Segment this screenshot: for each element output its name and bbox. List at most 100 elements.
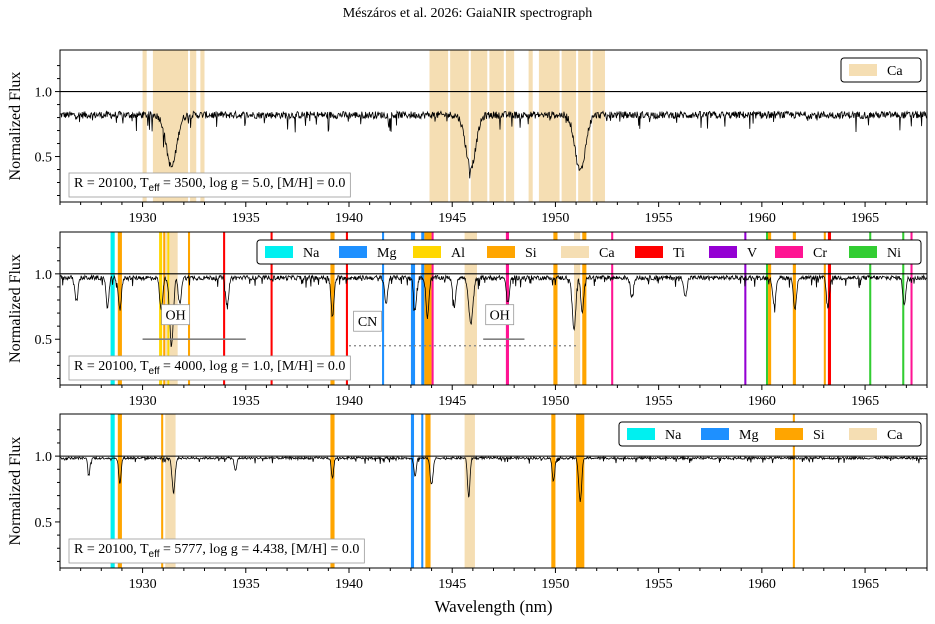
line-band-ca	[489, 50, 504, 202]
legend-label: Ti	[673, 246, 685, 261]
panel-1: 1930 1935 1940 1945 1950 1955 1960 1965 0.5 1.0 No…	[7, 49, 928, 226]
params-label-sub: eff	[149, 366, 160, 377]
line-band-si	[330, 414, 335, 568]
y-axis-label: Normalized Flux	[7, 437, 24, 546]
legend-swatch-na	[627, 428, 655, 440]
legend-label: Mg	[739, 428, 758, 443]
line-band-ca	[528, 50, 533, 202]
spectrum-line	[60, 110, 927, 179]
params-label: R = 20100, Teff = 5777, log g = 4.438, […	[74, 542, 359, 560]
figure-title: Mészáros et al. 2026: GaiaNIR spectrogra…	[342, 6, 593, 21]
params-label-pre: R = 20100, T	[74, 542, 149, 557]
line-band-si	[768, 232, 772, 385]
y-tick-label: 1.0	[35, 86, 53, 101]
legend-label: Ca	[887, 64, 903, 79]
molecule-label: CN	[358, 315, 377, 330]
line-band-ti	[223, 232, 226, 385]
x-axis-label: Wavelength (nm)	[434, 597, 552, 616]
legend-swatch-v	[709, 246, 737, 258]
x-tick-label: 1930	[129, 577, 157, 592]
line-band-ca	[561, 50, 577, 202]
line-band-v	[744, 232, 747, 385]
line-band-ca	[574, 232, 581, 385]
line-band-ca	[470, 50, 488, 202]
legend-label: Na	[303, 246, 320, 261]
x-tick-label: 1945	[438, 577, 466, 592]
line-band-si	[424, 232, 432, 385]
panel-3: 1930 1935 1940 1945 1950 1955 1960 1965 0.5 1.0 No…	[7, 413, 928, 592]
x-tick-label: 1965	[851, 211, 879, 226]
legend-swatch-si	[775, 428, 803, 440]
y-tick-label: 1.0	[35, 268, 53, 283]
legend-label: Ni	[887, 246, 901, 261]
line-band-ti	[827, 232, 832, 385]
x-tick-label: 1935	[232, 211, 260, 226]
params-label-pre: R = 20100, T	[74, 359, 149, 374]
line-band-si	[576, 414, 585, 568]
x-tick-label: 1965	[851, 577, 879, 592]
plot-area	[60, 414, 927, 568]
params-label-post: = 4000, log g = 1.0, [M/H] = 0.0	[159, 359, 345, 374]
y-tick-label: 1.0	[35, 450, 53, 465]
x-tick-label: 1960	[748, 211, 776, 226]
x-tick-label: 1965	[851, 394, 879, 409]
line-band-ca	[429, 50, 449, 202]
line-band-ca	[592, 50, 605, 202]
line-band-cr	[431, 232, 434, 385]
legend-swatch-al	[413, 246, 441, 258]
legend-label: Si	[525, 246, 537, 261]
line-band-mg	[421, 414, 424, 568]
params-label: R = 20100, Teff = 4000, log g = 1.0, [M/…	[74, 359, 345, 377]
legend-swatch-si	[487, 246, 515, 258]
line-band-ti	[345, 232, 348, 385]
x-tick-label: 1955	[645, 394, 673, 409]
line-band-na	[110, 414, 115, 568]
spectrum-line	[60, 455, 927, 502]
x-tick-label: 1960	[748, 394, 776, 409]
params-label-pre: R = 20100, T	[74, 176, 149, 191]
molecule-label-box	[161, 304, 191, 326]
plot-area	[60, 50, 927, 202]
legend-swatch-ca	[849, 64, 877, 76]
legend: Na Mg Al Si Ca Ti V Cr Ni	[256, 239, 922, 265]
legend-label: Ca	[599, 246, 615, 261]
line-band-si	[551, 414, 556, 568]
legend-label: Mg	[377, 246, 396, 261]
line-band-si	[823, 232, 826, 385]
line-band-ca	[505, 50, 515, 202]
legend-label: Ca	[887, 428, 903, 443]
params-label-box	[68, 172, 351, 198]
line-band-si	[330, 232, 335, 385]
x-tick-label: 1935	[232, 577, 260, 592]
legend-label: Cr	[813, 246, 827, 261]
line-band-cr	[611, 232, 614, 385]
legend-swatch-ca	[849, 428, 877, 440]
params-label-sub: eff	[149, 549, 160, 560]
legend-swatch-ca	[561, 246, 589, 258]
line-band-ti	[270, 232, 273, 385]
x-tick-label: 1960	[748, 577, 776, 592]
molecule-label: OH	[165, 309, 185, 324]
line-band-ca	[538, 50, 560, 202]
legend-label: V	[747, 246, 757, 261]
line-band-si	[425, 414, 431, 568]
x-tick-label: 1945	[438, 211, 466, 226]
line-band-mg	[421, 232, 425, 385]
line-band-ca	[200, 50, 205, 202]
x-tick-label: 1940	[335, 394, 363, 409]
params-label-sub: eff	[149, 183, 160, 194]
legend-swatch-cr	[775, 246, 803, 258]
legend-label: Na	[665, 428, 682, 443]
params-label-post: = 5777, log g = 4.438, [M/H] = 0.0	[159, 542, 359, 557]
legend: Na Mg Si Ca	[618, 421, 922, 447]
line-band-si	[117, 414, 122, 568]
line-band-ca	[142, 50, 147, 202]
x-tick-label: 1940	[335, 577, 363, 592]
line-band-mg	[382, 232, 385, 385]
line-band-ca	[578, 50, 591, 202]
params-label-box	[68, 355, 351, 381]
line-band-si	[582, 232, 587, 385]
line-band-na	[110, 232, 115, 385]
x-tick-label: 1950	[541, 211, 569, 226]
